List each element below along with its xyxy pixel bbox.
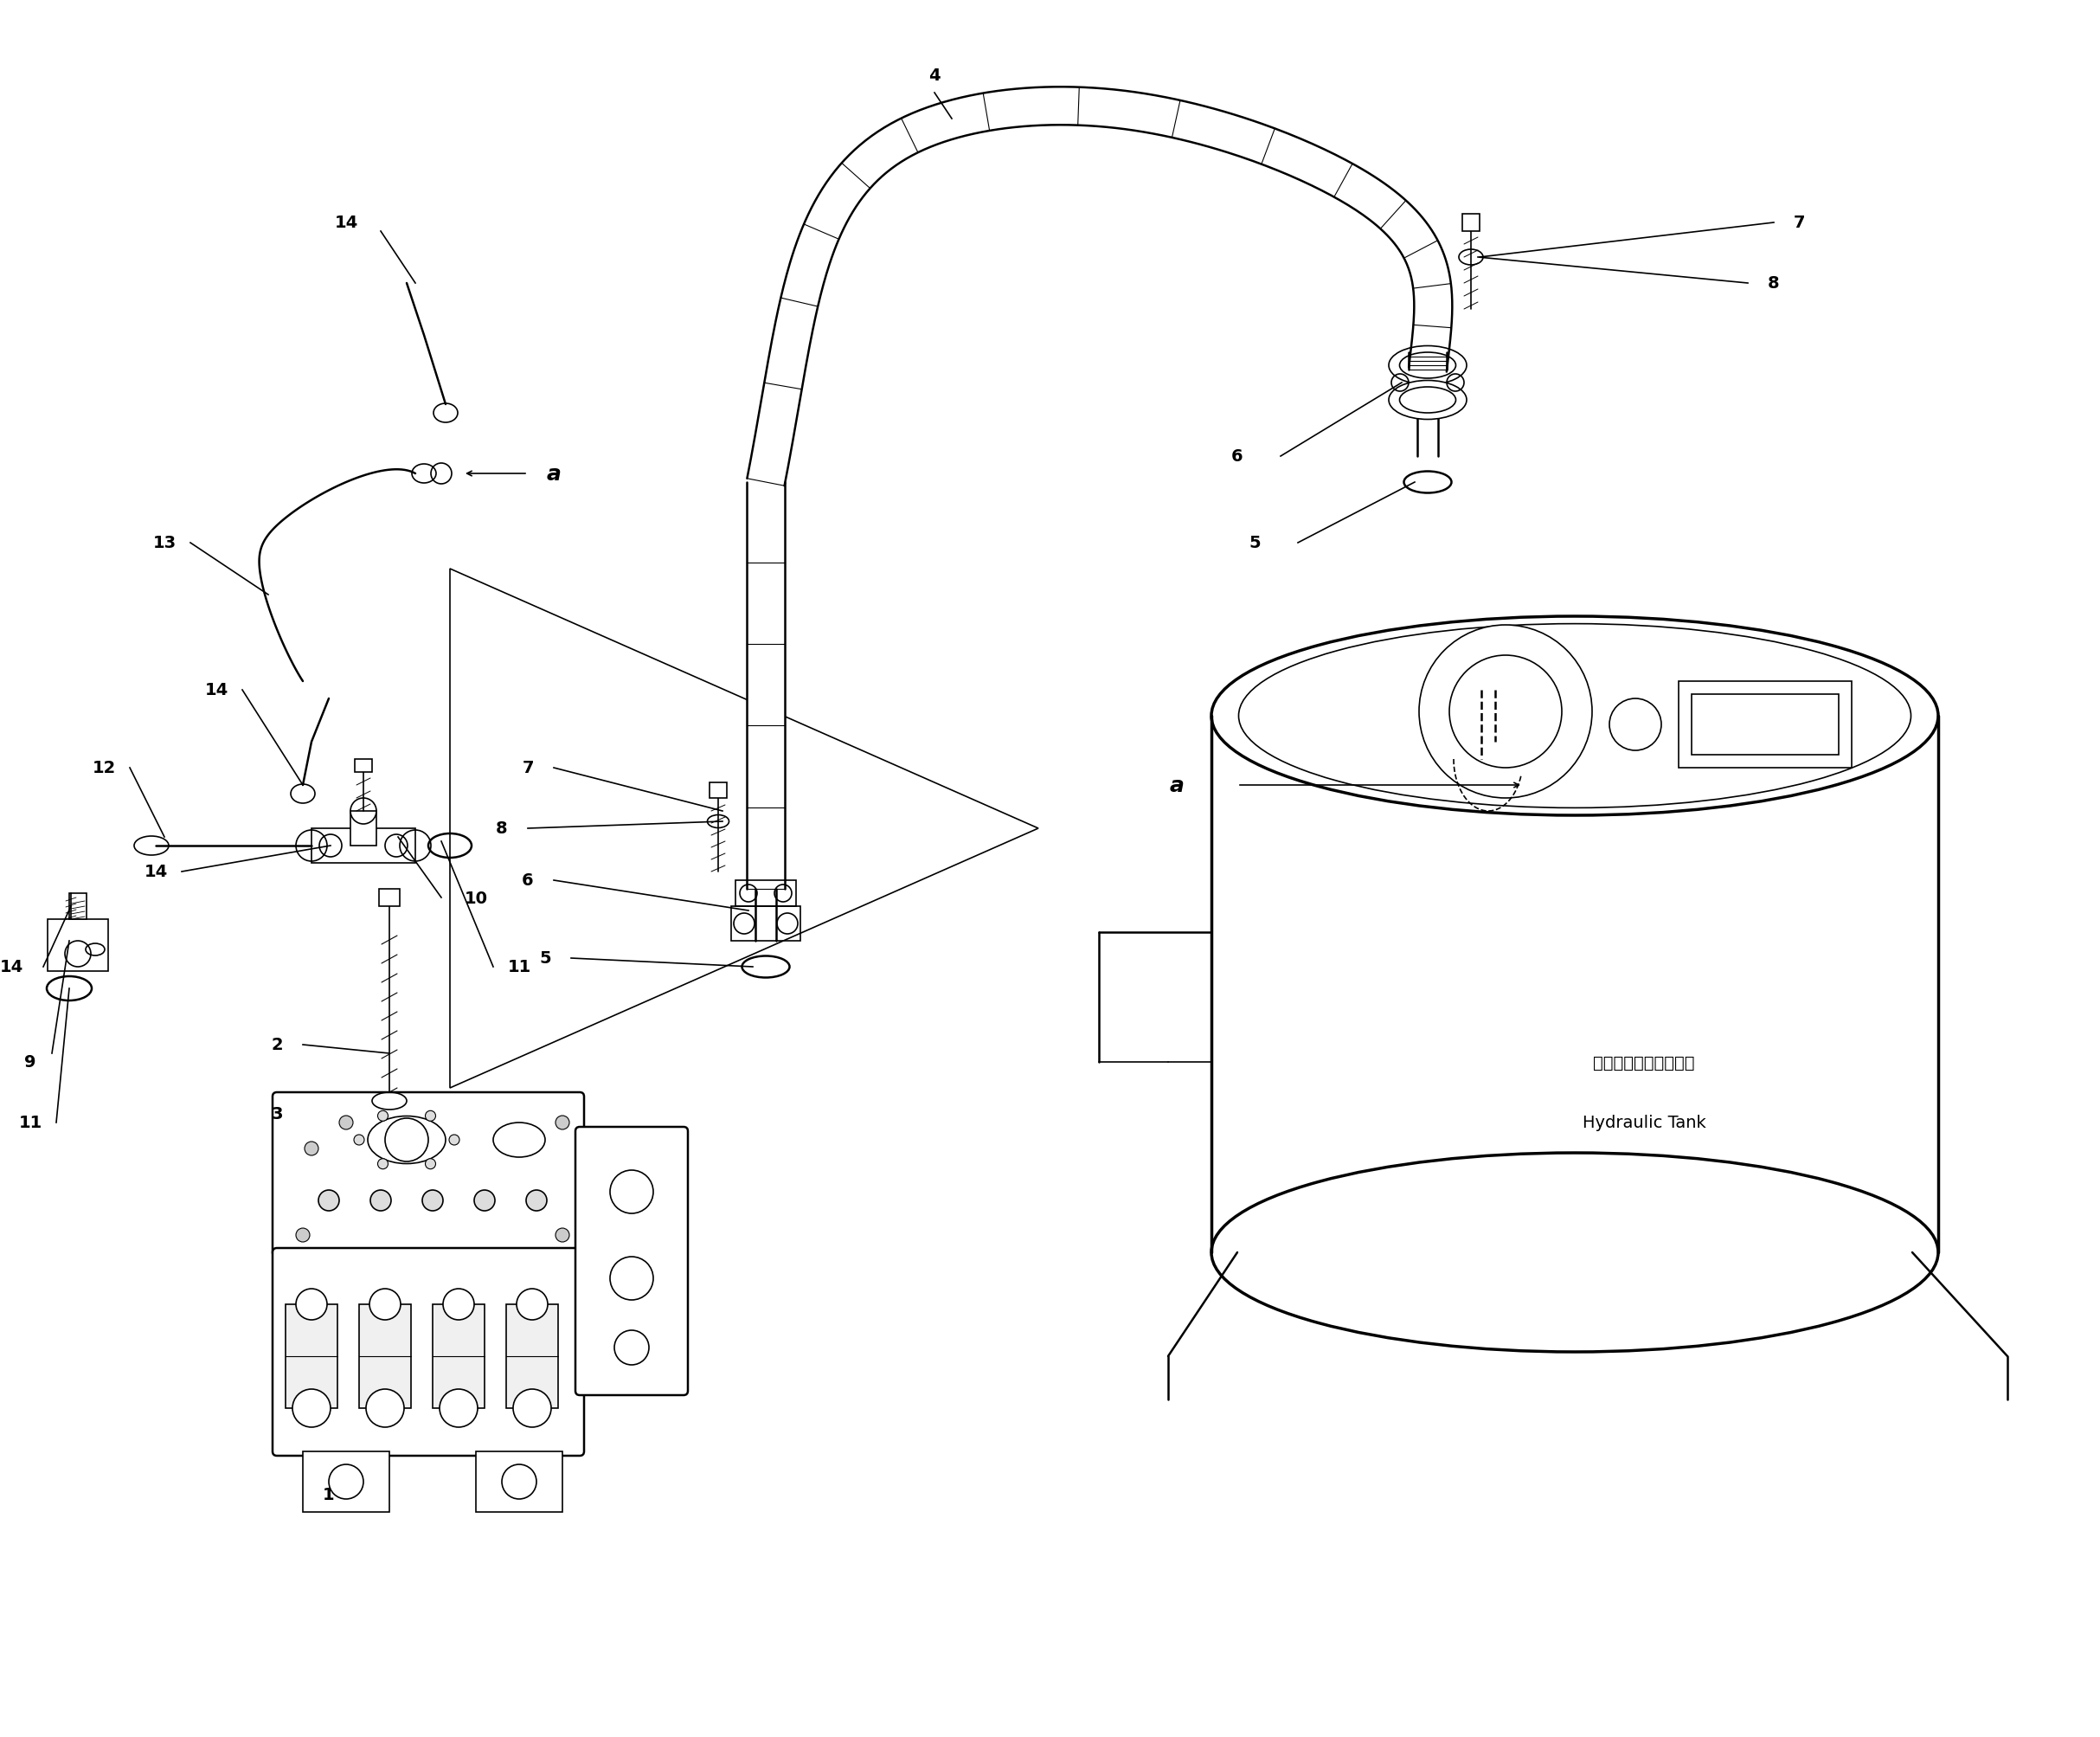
Text: 8: 8 [1768, 276, 1779, 292]
Ellipse shape [1388, 346, 1466, 386]
Circle shape [517, 1289, 548, 1320]
Circle shape [426, 1112, 435, 1122]
Bar [378, 889, 399, 907]
Polygon shape [748, 87, 1453, 486]
Circle shape [378, 1159, 388, 1169]
Circle shape [527, 1190, 546, 1211]
Text: a: a [546, 464, 561, 485]
Bar [355, 759, 372, 773]
Circle shape [296, 1289, 328, 1320]
Bar [477, 1452, 563, 1513]
Text: ハイドロリックタンク: ハイドロリックタンク [1594, 1054, 1695, 1070]
Circle shape [475, 1190, 496, 1211]
Circle shape [443, 1289, 475, 1320]
Bar [1693, 695, 1840, 756]
Text: 7: 7 [1793, 215, 1806, 231]
Text: 6: 6 [1231, 448, 1243, 466]
Polygon shape [1409, 353, 1447, 370]
Text: 4: 4 [928, 68, 941, 85]
Circle shape [1420, 625, 1592, 799]
Bar [311, 829, 416, 863]
Text: 12: 12 [92, 759, 116, 776]
Polygon shape [748, 483, 785, 889]
Circle shape [319, 1190, 340, 1211]
Circle shape [422, 1190, 443, 1211]
Bar [302, 1452, 388, 1513]
Circle shape [378, 1112, 388, 1122]
Text: 7: 7 [523, 759, 533, 776]
Circle shape [557, 1115, 569, 1129]
Text: 2: 2 [271, 1037, 284, 1053]
Bar [506, 1304, 559, 1409]
Text: 13: 13 [153, 535, 176, 551]
Text: 14: 14 [145, 863, 168, 881]
Bar [286, 1304, 338, 1409]
Text: 11: 11 [19, 1115, 42, 1131]
Circle shape [304, 1141, 319, 1155]
Bar [1678, 681, 1852, 768]
Circle shape [370, 1289, 401, 1320]
FancyBboxPatch shape [575, 1127, 689, 1395]
Circle shape [439, 1390, 477, 1428]
Text: 10: 10 [464, 889, 487, 907]
Circle shape [340, 1115, 353, 1129]
Text: 14: 14 [204, 683, 229, 698]
Circle shape [384, 1119, 428, 1162]
Text: 6: 6 [523, 872, 533, 889]
Circle shape [296, 1228, 311, 1242]
Circle shape [370, 1190, 391, 1211]
FancyBboxPatch shape [273, 1249, 584, 1456]
Bar [351, 811, 376, 846]
Text: 14: 14 [0, 959, 23, 976]
Circle shape [292, 1390, 330, 1428]
Text: 3: 3 [271, 1106, 284, 1122]
Circle shape [449, 1134, 460, 1145]
Text: 14: 14 [334, 215, 357, 231]
Bar [731, 907, 800, 941]
Bar [710, 783, 727, 799]
Text: a: a [1170, 775, 1184, 796]
Bar [735, 881, 796, 907]
Text: Hydraulic Tank: Hydraulic Tank [1581, 1115, 1705, 1131]
Text: 8: 8 [496, 820, 508, 837]
Bar [48, 919, 109, 971]
Bar [359, 1304, 412, 1409]
Circle shape [355, 1134, 363, 1145]
Circle shape [65, 941, 90, 968]
Circle shape [426, 1159, 435, 1169]
Bar [433, 1304, 485, 1409]
Text: 5: 5 [540, 950, 550, 968]
Ellipse shape [1388, 380, 1466, 420]
Bar [1462, 215, 1480, 231]
Text: 9: 9 [25, 1054, 36, 1070]
Bar [69, 893, 86, 919]
FancyBboxPatch shape [273, 1093, 584, 1258]
Circle shape [365, 1390, 403, 1428]
Text: 5: 5 [1249, 535, 1260, 551]
Circle shape [512, 1390, 550, 1428]
Text: 1: 1 [323, 1487, 334, 1503]
Circle shape [557, 1228, 569, 1242]
Text: 11: 11 [508, 959, 531, 976]
